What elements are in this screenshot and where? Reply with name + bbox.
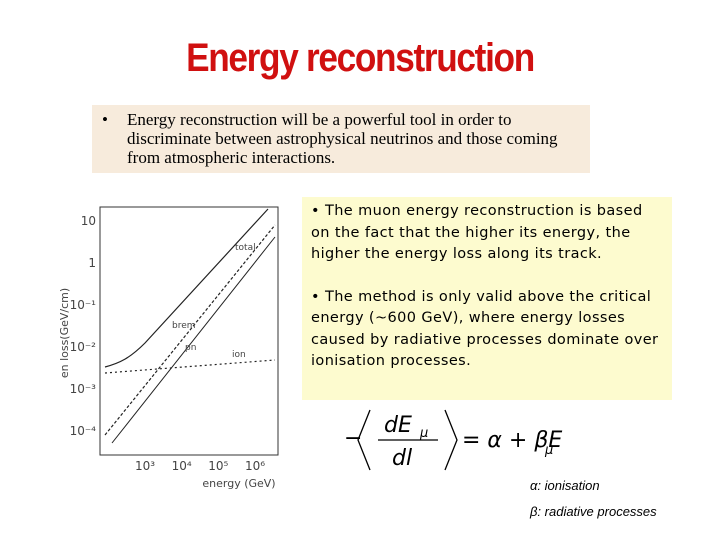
note-paragraph: • The muon energy reconstruction is base…	[311, 203, 643, 262]
formula-sub: μ	[419, 426, 428, 441]
x-axis-label: energy (GeV)	[202, 477, 275, 490]
curve-label: total	[235, 243, 256, 253]
x-tick-label: 10⁵	[208, 459, 228, 473]
pn-curve	[111, 236, 276, 444]
note-paragraph: • The method is only valid above the cri…	[311, 288, 659, 370]
formula-minus: −	[344, 426, 362, 451]
intro-text: Energy reconstruction will be a powerful…	[127, 110, 558, 167]
y-tick-label: 1	[88, 256, 96, 270]
y-tick-label: 10⁻³	[70, 382, 97, 396]
x-tick-label: 10³	[135, 459, 155, 473]
bullet: •	[102, 110, 108, 129]
y-tick-label: 10⁻⁴	[70, 424, 97, 438]
formula: − dE μ dl = α + βE μ	[344, 409, 562, 471]
energy-loss-figure: en loss(GeV/cm) energy (GeV) 10 1 10⁻¹ 10⁻²…	[58, 206, 279, 490]
notes-box: • The muon energy reconstruction is base…	[302, 197, 672, 400]
formula-numerator: dE	[384, 413, 412, 438]
legend-note: β: radiative processes	[530, 504, 657, 519]
formula-denominator: dl	[392, 446, 412, 471]
curve-label: pn	[185, 343, 196, 353]
curve-label: brem	[172, 321, 196, 331]
y-tick-label: 10⁻¹	[70, 298, 97, 312]
y-axis-label: en loss(GeV/cm)	[58, 288, 71, 378]
slide-title: Energy reconstruction	[186, 36, 535, 80]
y-tick-label: 10⁻²	[70, 340, 97, 354]
formula-sub: μ	[544, 443, 553, 458]
x-tick-label: 10⁴	[172, 459, 192, 473]
curve-label: ion	[232, 350, 246, 360]
ion-curve	[104, 359, 276, 374]
total-curve	[104, 208, 269, 368]
plot-frame	[99, 206, 279, 456]
legend-note: α: ionisation	[530, 478, 600, 493]
formula-rhs: = α + βE	[462, 428, 562, 453]
angle-brackets	[357, 409, 458, 471]
y-tick-label: 10	[81, 214, 96, 228]
brem-curve	[104, 224, 276, 436]
x-tick-label: 10⁶	[245, 459, 265, 473]
intro-box: • Energy reconstruction will be a powerf…	[92, 105, 590, 173]
